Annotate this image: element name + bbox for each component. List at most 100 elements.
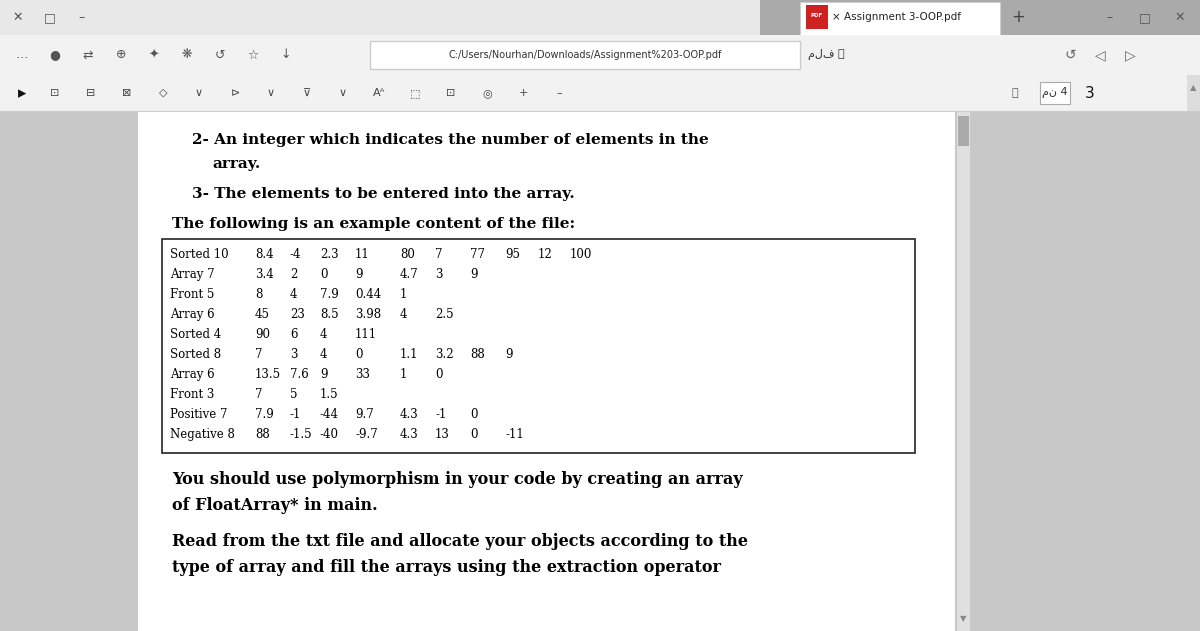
Text: ⊠: ⊠ [122,88,132,98]
Text: ⊡: ⊡ [446,88,456,98]
Text: Read from the txt file and allocate your objects according to the: Read from the txt file and allocate your… [172,533,748,550]
Text: –: – [556,88,562,98]
Text: □: □ [1139,11,1151,24]
Text: Negative 8: Negative 8 [170,428,235,441]
Text: □: □ [44,11,56,24]
Text: –: – [1106,11,1114,24]
Text: ↓: ↓ [281,49,292,61]
Text: +: + [1012,8,1025,27]
Text: 6: 6 [290,328,298,341]
Text: 3.2: 3.2 [436,348,454,361]
Text: –: – [79,11,85,24]
Bar [370,41,800,69]
Text: 4: 4 [320,328,328,341]
Text: 🔍: 🔍 [1012,88,1019,98]
Text: 4.3: 4.3 [400,428,419,441]
Text: 100: 100 [570,248,593,261]
Text: 2: 2 [290,268,298,281]
Text: 11: 11 [355,248,370,261]
Text: 1.1: 1.1 [400,348,419,361]
Text: ⇄: ⇄ [83,49,94,61]
Bar [1040,82,1070,104]
Text: 12: 12 [538,248,553,261]
Text: -44: -44 [320,408,340,421]
Text: The following is an example content of the file:: The following is an example content of t… [172,217,575,231]
Text: 7.9: 7.9 [256,408,274,421]
Text: 9.7: 9.7 [355,408,373,421]
Bar [137,111,955,631]
Text: ⊽: ⊽ [302,88,311,98]
Text: 4.7: 4.7 [400,268,419,281]
Text: 13: 13 [436,428,450,441]
Text: 5: 5 [290,388,298,401]
Text: You should use polymorphism in your code by creating an array: You should use polymorphism in your code… [172,471,743,488]
Text: 1: 1 [400,288,407,301]
Text: 3: 3 [290,348,298,361]
Text: 2- An integer which indicates the number of elements in the: 2- An integer which indicates the number… [192,133,709,147]
Text: type of array and fill the arrays using the extraction operator: type of array and fill the arrays using … [172,559,721,576]
Text: ∨: ∨ [194,88,203,98]
Text: -9.7: -9.7 [355,428,378,441]
Text: ●: ● [49,49,60,61]
Text: ⊕: ⊕ [115,49,126,61]
Text: 7.9: 7.9 [320,288,338,301]
Text: -40: -40 [320,428,340,441]
Bar [760,0,1200,35]
Bar [800,2,1000,35]
Text: 77: 77 [470,248,485,261]
Text: ▷: ▷ [1124,48,1135,62]
Text: ∨: ∨ [338,88,347,98]
Text: 88: 88 [470,348,485,361]
Text: ▲: ▲ [1189,83,1196,92]
Text: Array 6: Array 6 [170,368,215,381]
Text: ✕: ✕ [1175,11,1186,24]
Text: ❋: ❋ [181,49,192,61]
Text: 0: 0 [470,408,478,421]
Text: 3- The elements to be entered into the array.: 3- The elements to be entered into the a… [192,187,575,201]
Text: 3.98: 3.98 [355,308,382,321]
Text: 4.3: 4.3 [400,408,419,421]
Text: 3.4: 3.4 [256,268,274,281]
Text: 9: 9 [505,348,512,361]
Text: ملف ⓘ: ملف ⓘ [808,49,845,61]
Text: × Assignment 3-OOP.pdf: × Assignment 3-OOP.pdf [832,13,961,23]
Text: 111: 111 [355,328,377,341]
Text: array.: array. [212,157,260,171]
Text: 7: 7 [436,248,443,261]
Text: ⊟: ⊟ [86,88,96,98]
Text: Array 6: Array 6 [170,308,215,321]
Text: 1.5: 1.5 [320,388,338,401]
Text: ☆: ☆ [247,49,259,61]
Text: Array 7: Array 7 [170,268,215,281]
Bar [806,5,828,29]
Bar [0,111,137,631]
Text: ◎: ◎ [482,88,492,98]
Text: 80: 80 [400,248,415,261]
Text: 1: 1 [400,368,407,381]
Text: Aᴬ: Aᴬ [373,88,385,98]
Text: 0.44: 0.44 [355,288,382,301]
Text: ⊳: ⊳ [230,88,240,98]
Text: 2.3: 2.3 [320,248,338,261]
Text: 23: 23 [290,308,305,321]
Text: 45: 45 [256,308,270,321]
Text: 9: 9 [355,268,362,281]
Text: ◇: ◇ [158,88,167,98]
Text: 33: 33 [355,368,370,381]
Text: 4: 4 [400,308,408,321]
Text: 7.6: 7.6 [290,368,308,381]
Text: من 4: من 4 [1042,88,1068,98]
Text: Sorted 4: Sorted 4 [170,328,221,341]
Text: ▸: ▸ [18,84,26,102]
Text: 2.5: 2.5 [436,308,454,321]
Text: -11: -11 [505,428,523,441]
Text: 8.4: 8.4 [256,248,274,261]
Text: ⬚: ⬚ [409,88,420,98]
Bar [1187,75,1200,111]
Text: -4: -4 [290,248,301,261]
Text: 90: 90 [256,328,270,341]
Text: -1.5: -1.5 [290,428,313,441]
Bar [162,239,916,453]
Text: Front 5: Front 5 [170,288,215,301]
Bar [958,111,970,631]
